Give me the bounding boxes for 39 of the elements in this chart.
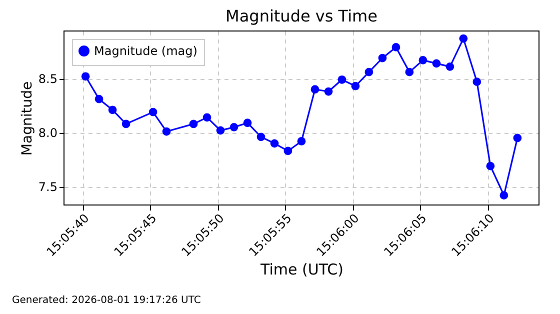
point (418, 56, 428, 64)
x-axis-title: Time (UTC) (260, 260, 344, 278)
point (486, 162, 495, 170)
point (284, 146, 292, 156)
point (459, 34, 468, 43)
point (364, 68, 374, 76)
point (243, 118, 252, 128)
chart-title: Magnitude vs Time (226, 6, 378, 26)
point (270, 139, 279, 148)
point (378, 54, 387, 62)
point (500, 191, 508, 200)
point (216, 126, 225, 135)
point (202, 113, 212, 122)
point (122, 120, 130, 128)
point (162, 127, 171, 136)
text: Generated: 2026-08-01 19:17:26 UTC (12, 295, 201, 306)
point (338, 75, 346, 84)
point (297, 137, 306, 146)
point (148, 108, 158, 116)
point (351, 82, 360, 90)
point (310, 85, 320, 94)
point (94, 94, 104, 104)
y-tick-label: 8.0 (38, 126, 58, 140)
point (432, 59, 441, 68)
point (446, 62, 454, 71)
legend-label: Magnitude (mag) (94, 44, 198, 58)
point (472, 78, 482, 86)
y-tick-label: 7.5 (38, 180, 58, 194)
y-tick-label: 8.5 (38, 72, 58, 86)
y-axis-title: Magnitude (19, 81, 36, 156)
point (392, 43, 400, 52)
point (324, 87, 333, 96)
point (189, 120, 198, 128)
point (513, 134, 522, 142)
point (108, 106, 117, 114)
point (405, 68, 414, 76)
point (230, 123, 238, 132)
point (256, 132, 266, 142)
point (81, 72, 90, 81)
